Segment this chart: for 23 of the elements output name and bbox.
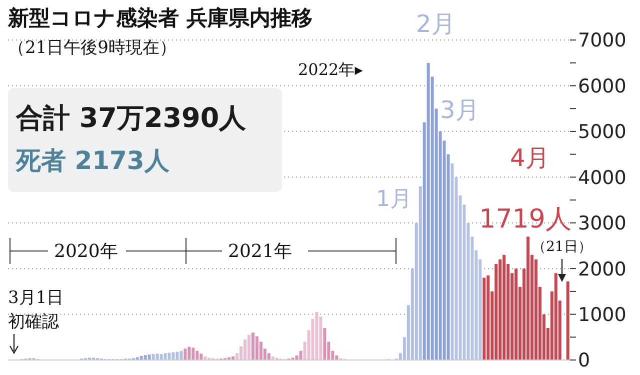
y-tick-label: 0 — [578, 350, 590, 372]
y-tick-label: 4000 — [578, 166, 626, 189]
y-tick-label: 7000 — [578, 30, 626, 52]
y-tick-label: 6000 — [578, 75, 626, 98]
y-tick-label: 1000 — [578, 304, 626, 326]
annotation: 4月 — [510, 143, 550, 174]
y-tick-label: 3000 — [578, 212, 626, 235]
annotation: 死者 2173人 — [16, 145, 170, 177]
annotation: 2020年 — [54, 240, 118, 263]
annotation: 1月 — [376, 186, 412, 214]
annotation: 合計 37万2390人 — [16, 102, 246, 136]
y-tick-label: 2000 — [578, 258, 626, 280]
y-tick-label: 5000 — [578, 121, 626, 144]
annotation: 初確認 — [8, 311, 59, 333]
annotation: （21日） — [532, 238, 592, 256]
annotation: 2022年▸ — [298, 60, 363, 81]
annotation: 3月1日 — [8, 287, 64, 309]
annotation: 2021年 — [228, 240, 292, 263]
chart-subtitle: （21日午後9時現在） — [8, 37, 176, 59]
chart-title: 新型コロナ感染者 兵庫県内推移 — [8, 5, 314, 32]
annotation: 3月 — [440, 95, 480, 126]
data-label: 1719人 — [479, 204, 572, 234]
text: 2月 — [416, 9, 456, 40]
